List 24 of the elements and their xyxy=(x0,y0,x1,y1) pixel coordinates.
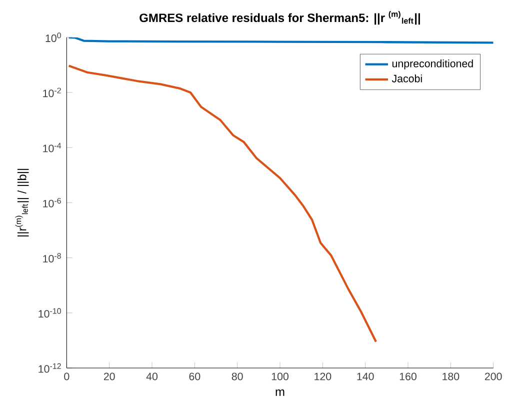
y-axis-title: ||r$^{(m)}$$_{left}$|| / ||b|| xyxy=(15,168,29,236)
x-tick-label: 200 xyxy=(484,372,502,380)
x-tick-label: 120 xyxy=(314,372,332,380)
line-series xyxy=(68,64,378,343)
y-tick-label: 10$^{-8}$ xyxy=(43,253,61,263)
x-tick-label: 40 xyxy=(146,372,158,380)
x-tick-label: 100 xyxy=(272,372,288,380)
x-axis-title: m xyxy=(276,389,284,396)
y-tick-label: 10$^{-4}$ xyxy=(43,142,62,152)
chart-title: GMRES relative residuals for Sherman5: ||r $^{(m)}$$_{left}$|| xyxy=(140,11,420,25)
y-tick-label: 10$^{-10}$ xyxy=(38,308,61,318)
y-tick-label: 10$^{-6}$ xyxy=(43,198,61,208)
x-tick-label: 60 xyxy=(189,372,200,380)
y-tick-label: 10$^{-2}$ xyxy=(43,88,61,98)
x-tick-label: 180 xyxy=(442,372,460,380)
x-tick-label: 20 xyxy=(104,372,115,380)
legend-label: unpreconditioned xyxy=(392,59,473,70)
x-tick-label: 80 xyxy=(232,372,243,380)
legend-label: Jacobi xyxy=(392,74,422,82)
x-tick-label: 0 xyxy=(64,372,70,380)
y-tick-label: 10$^{0}$ xyxy=(46,32,61,42)
y-tick-label: 10$^{-12}$ xyxy=(38,363,61,373)
x-tick-label: 160 xyxy=(400,372,416,380)
x-tick-label: 140 xyxy=(357,372,374,380)
